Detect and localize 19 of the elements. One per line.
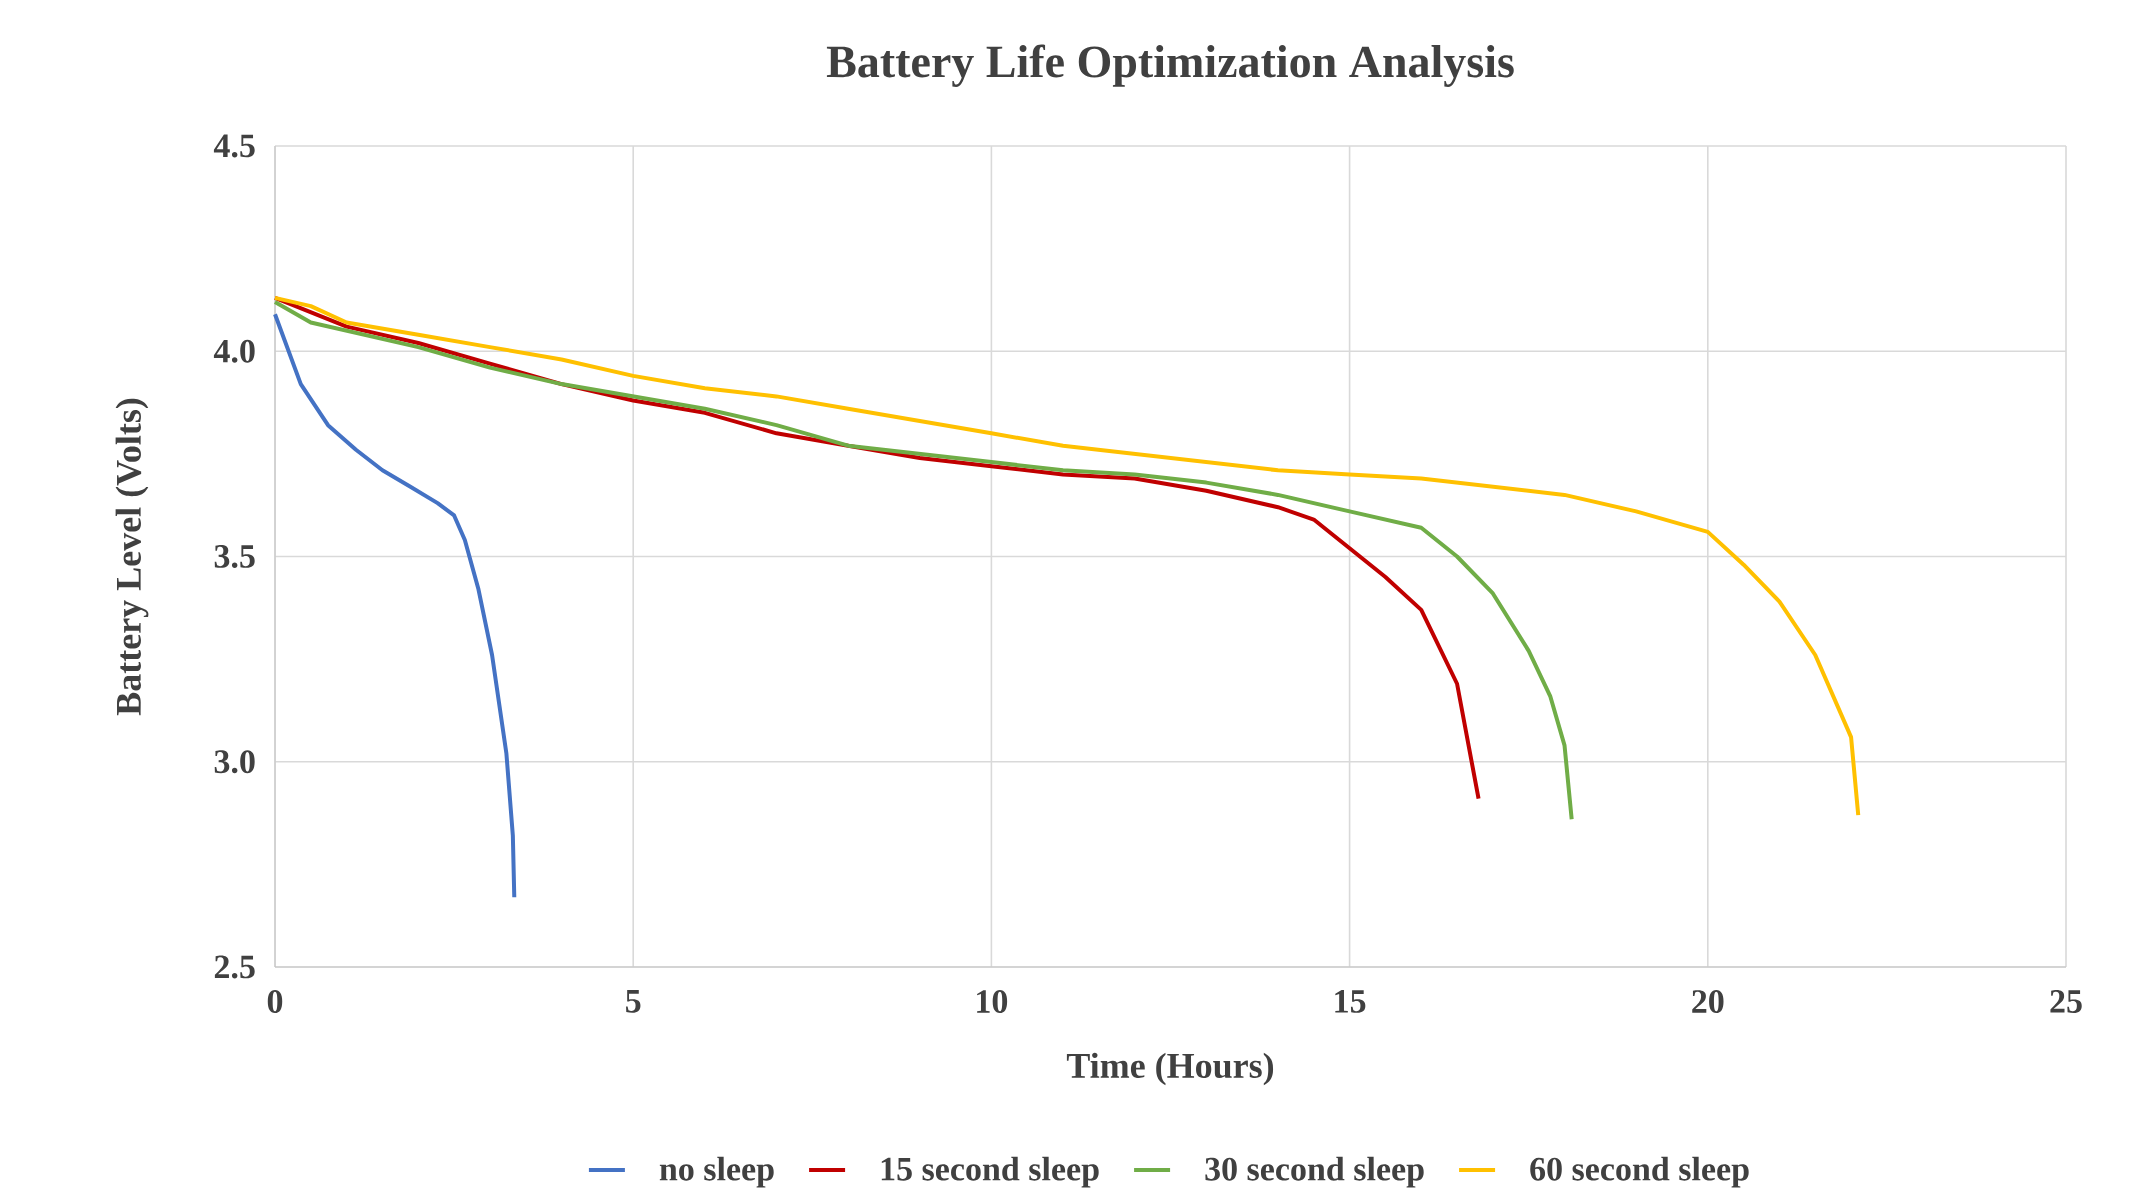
x-tick-label: 10 xyxy=(977,990,1008,1014)
y-tick-label: 2.5 xyxy=(214,955,255,979)
y-tick-label: 3.0 xyxy=(214,750,255,774)
legend-label: 15 second sleep xyxy=(881,1156,1099,1188)
x-tick-label: 15 xyxy=(1335,990,1366,1013)
x-tick-label: 5 xyxy=(626,990,641,1013)
y-tick-label: 3.5 xyxy=(214,544,255,568)
x-axis-title: Time (Hours) xyxy=(1066,1052,1274,1086)
x-tick-label: 25 xyxy=(2050,990,2082,1013)
legend-label: 30 second sleep xyxy=(1205,1156,1424,1188)
y-tick-label: 4.5 xyxy=(213,134,255,158)
x-tick-label: 0 xyxy=(267,990,283,1014)
x-tick-label: 20 xyxy=(1692,990,1724,1014)
legend-label: no sleep xyxy=(659,1156,774,1188)
y-axis-title: Battery Level (Volts) xyxy=(115,398,149,716)
legend-label: 60 second sleep xyxy=(1530,1156,1749,1188)
y-tick-label: 4.0 xyxy=(213,339,255,363)
chart-title: Battery Life Optimization Analysis xyxy=(826,44,1514,87)
line-series xyxy=(273,312,517,900)
